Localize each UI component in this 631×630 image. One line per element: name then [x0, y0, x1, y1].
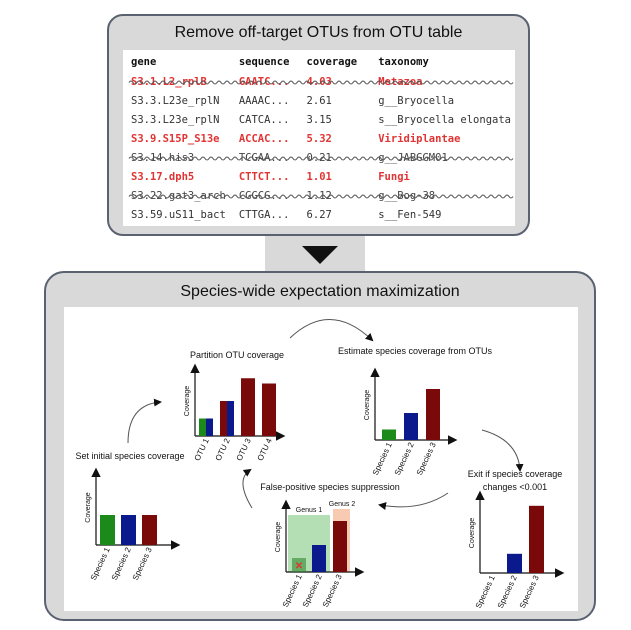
partition-bar-otu-1-species-2 [206, 418, 213, 436]
col-taxonomy-header: taxonomy [378, 56, 429, 68]
exit-chart-y-label: Coverage [469, 518, 476, 548]
otu-cell-coverage: 1.01 [306, 171, 332, 183]
otu-cell-sequence: CATCA... [238, 114, 290, 126]
otu-cell-sequence: ACCAC... [238, 133, 290, 145]
otu-cell-coverage: 6.27 [306, 209, 332, 221]
otu-cell-gene: S3.3.L23e_rplN [131, 114, 220, 126]
partition-tick-label: OTU 3 [235, 437, 253, 463]
estimate-chart-title: Estimate species coverage from OTUs [338, 346, 493, 356]
initial-bar-3 [142, 515, 157, 545]
partition-chart-title: Partition OTU coverage [190, 350, 284, 360]
estimate-tick-label: Species 1 [371, 441, 394, 477]
estimate-bar-1 [382, 429, 396, 440]
initial-chart-title: Set initial species coverage [75, 451, 184, 461]
otu-cell-gene: S3.9.S15P_S13e [131, 133, 220, 145]
genus-1-label: Genus 1 [296, 507, 323, 514]
otu-table-row: S3.9.S15P_S13e ACCAC... 5.32 Viridiplantae [131, 130, 515, 149]
arrow-exit-to-suppression [378, 492, 449, 510]
col-gene-header: gene [131, 56, 157, 68]
suppression-chart-y-label: Coverage [275, 522, 282, 552]
otu-table-panel: Remove off-target OTUs from OTU table ge… [107, 14, 530, 236]
partition-chart-y-label: Coverage [184, 386, 191, 416]
bottom-panel-title: Species-wide expectation maximization [180, 283, 460, 300]
exit-title-line1: Exit if species coverage [468, 469, 563, 479]
estimate-tick-label: Species 2 [393, 441, 416, 477]
initial-tick-label: Species 2 [110, 546, 133, 582]
otu-table-row: S3.3.L23e_rplN CATCA... 3.15 s__Bryocella e… [131, 111, 515, 130]
otu-cell-sequence: CTTGA... [238, 209, 290, 221]
exit-tick-label: Species 1 [474, 574, 497, 610]
col-sequence-header: sequence [238, 56, 290, 68]
initial-bar-1 [100, 515, 115, 545]
arrow-suppression-to-partition [242, 468, 253, 509]
suppression-bar-3 [333, 521, 347, 572]
otu-table-row: S3.3.L23e_rplN AAAAC... 2.61 g__Bryocella [131, 92, 515, 111]
partition-tick-label: OTU 2 [214, 437, 232, 463]
partition-bar-otu-1-species-1 [199, 418, 206, 436]
otu-cell-taxonomy: Fungi [378, 171, 410, 183]
otu-table-row: S3.59.uS11_bact CTTGA... 6.27 s__Fen-549 [131, 206, 515, 225]
col-coverage-header: coverage [306, 56, 358, 68]
otu-cell-coverage: 5.32 [306, 133, 332, 145]
removed-x-icon: ✕ [295, 561, 303, 572]
down-arrow-icon [302, 246, 338, 264]
otu-cell-taxonomy: g__Bryocella [378, 95, 455, 107]
estimate-bar-2 [404, 413, 418, 440]
top-panel-title: Remove off-target OTUs from OTU table [174, 24, 463, 41]
arrow-partition-to-estimate [289, 319, 374, 342]
otu-cell-taxonomy: s__Bryocella elongata [378, 114, 511, 126]
genus-2-label: Genus 2 [329, 501, 356, 508]
estimate-chart-y-label: Coverage [364, 390, 371, 420]
otu-cell-gene: S3.59.uS11_bact [131, 209, 226, 221]
exit-title-line2: changes <0.001 [483, 482, 547, 492]
otu-cell-sequence: AAAAC... [238, 95, 290, 107]
suppression-tick-label: Species 3 [321, 573, 344, 609]
partition-bar-otu-3-species-3 [241, 378, 255, 436]
initial-tick-label: Species 1 [89, 546, 112, 582]
exit-bar-2 [507, 553, 522, 573]
partition-bar-otu-4-species-3 [262, 383, 276, 436]
otu-cell-gene: S3.3.L23e_rplN [131, 95, 220, 107]
otu-table-row: S3.17.dph5 CTTCT... 1.01 Fungi [131, 168, 515, 187]
exit-tick-label: Species 3 [518, 574, 541, 610]
otu-cell-taxonomy: Viridiplantae [378, 133, 461, 145]
initial-bar-2 [121, 515, 136, 545]
otu-cell-sequence: CTTCT... [238, 171, 290, 183]
arrow-initial-to-partition [127, 398, 162, 444]
suppression-bar-1 [292, 558, 306, 572]
partition-tick-label: OTU 1 [193, 437, 211, 463]
otu-table-header: gene sequence coverage taxonomy [131, 56, 515, 73]
partition-bar-otu-2-species-3 [220, 401, 227, 436]
otu-cell-coverage: 3.15 [306, 114, 332, 126]
initial-chart-y-label: Coverage [85, 492, 92, 522]
partition-tick-label: OTU 4 [256, 437, 274, 463]
estimate-bar-3 [426, 389, 440, 440]
otu-table-row: S3.1.L2_rplB GAATC... 4.03 Metazoa [131, 73, 515, 92]
initial-tick-label: Species 3 [131, 546, 154, 582]
otu-cell-gene: S3.17.dph5 [131, 171, 195, 183]
suppression-bar-2 [312, 545, 326, 572]
estimate-tick-label: Species 3 [415, 441, 438, 477]
otu-cell-taxonomy: s__Fen-549 [378, 209, 442, 221]
exit-tick-label: Species 2 [496, 574, 519, 610]
otu-cell-coverage: 2.61 [306, 95, 332, 107]
suppression-chart-title: False-positive species suppression [260, 482, 400, 492]
exit-bar-3 [529, 505, 544, 573]
arrow-estimate-to-exit [481, 429, 524, 472]
